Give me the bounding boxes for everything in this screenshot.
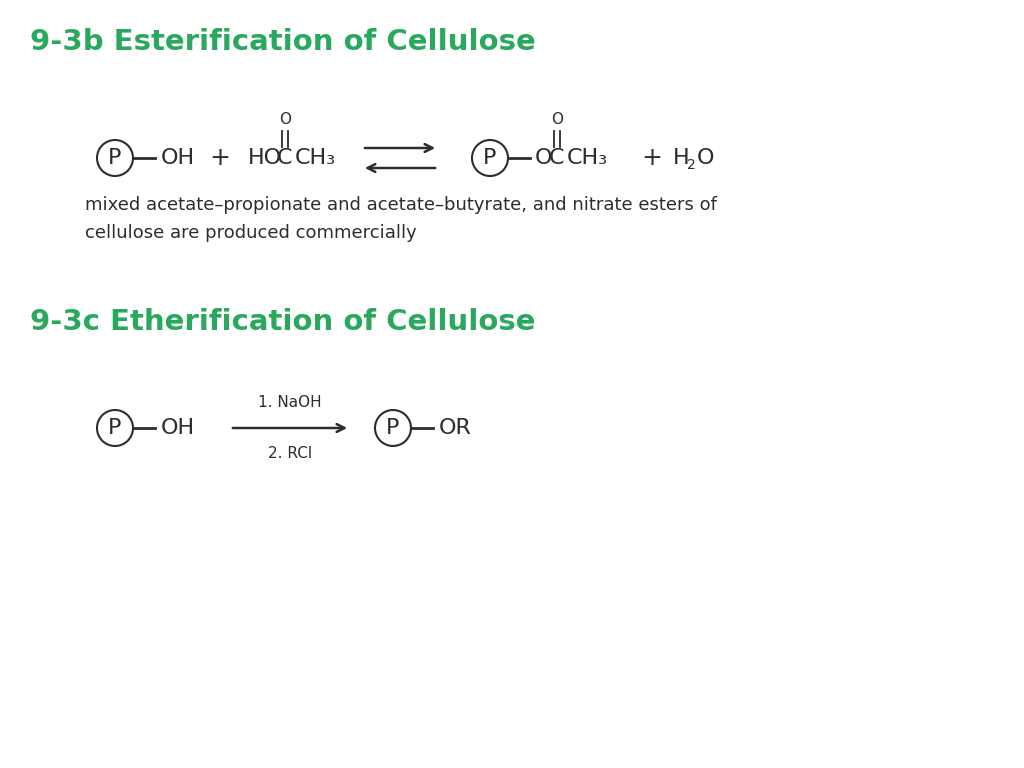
Text: C: C (549, 148, 565, 168)
Text: +: + (642, 146, 663, 170)
Text: 2. RCl: 2. RCl (268, 446, 312, 461)
Text: P: P (386, 418, 399, 438)
Text: mixed acetate–propionate and acetate–butyrate, and nitrate esters of
cellulose a: mixed acetate–propionate and acetate–but… (85, 196, 717, 242)
Text: 1. NaOH: 1. NaOH (258, 395, 322, 410)
Text: P: P (109, 418, 122, 438)
Text: O: O (535, 148, 553, 168)
Text: OR: OR (439, 418, 472, 438)
Text: CH₃: CH₃ (295, 148, 336, 168)
Text: CH₃: CH₃ (567, 148, 608, 168)
Text: H: H (673, 148, 689, 168)
Text: O: O (551, 112, 563, 127)
Text: +: + (210, 146, 230, 170)
Text: P: P (109, 148, 122, 168)
Text: 2: 2 (687, 158, 695, 172)
Text: P: P (483, 148, 497, 168)
Text: OH: OH (161, 148, 196, 168)
Text: OH: OH (161, 418, 196, 438)
Text: O: O (697, 148, 715, 168)
Text: C: C (278, 148, 293, 168)
Text: O: O (279, 112, 291, 127)
Text: HO: HO (248, 148, 283, 168)
Text: 9-3c Etherification of Cellulose: 9-3c Etherification of Cellulose (30, 308, 536, 336)
Text: 9-3b Esterification of Cellulose: 9-3b Esterification of Cellulose (30, 28, 536, 56)
